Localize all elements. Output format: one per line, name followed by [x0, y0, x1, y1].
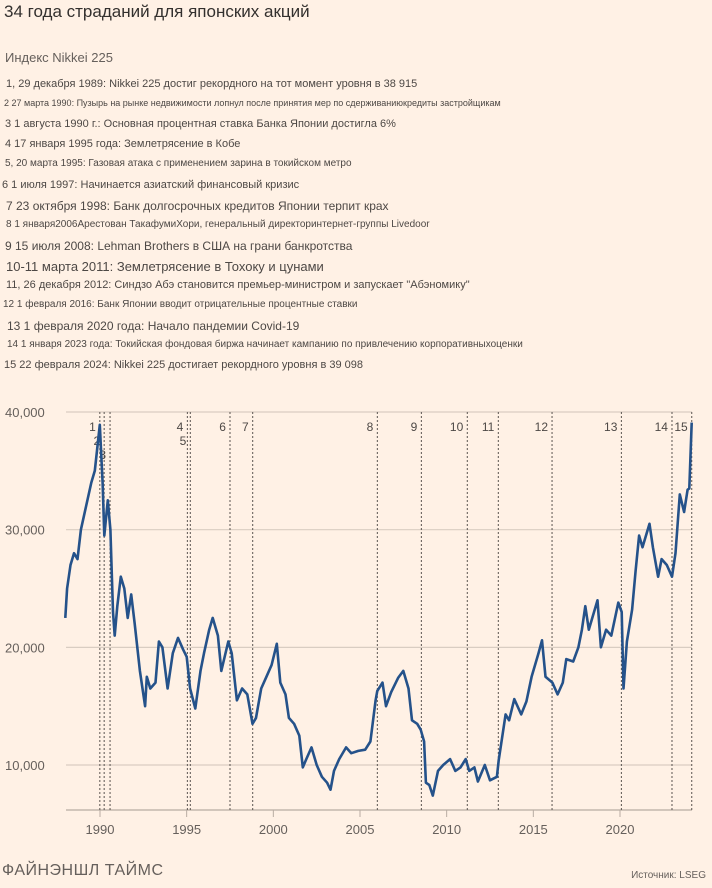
event-marker-label: 15 [674, 420, 688, 434]
event-item: 11, 26 декабря 2012: Синдзо Абэ становит… [6, 279, 470, 291]
event-marker-label: 6 [219, 420, 226, 434]
y-tick-label: 30,000 [5, 523, 45, 538]
event-marker-label: 13 [604, 420, 618, 434]
event-marker-label: 14 [655, 420, 669, 434]
event-item: 12 1 февраля 2016: Банк Японии вводит от… [3, 299, 358, 311]
page-title: 34 года страданий для японских акций [4, 2, 310, 21]
x-tick-label: 2020 [606, 822, 635, 837]
ft-logo: ФАЙНЭНШЛ ТАЙМС [2, 862, 164, 879]
event-item: 8 1 января2006Арестован ТакафумиХори, ге… [6, 218, 430, 230]
event-item: 3 1 августа 1990 г.: Основная процентная… [5, 118, 396, 131]
y-tick-label: 40,000 [5, 405, 45, 420]
event-item: 15 22 февраля 2024: Nikkei 225 достигает… [4, 359, 364, 372]
event-marker-label: 1 [89, 420, 96, 434]
event-marker-label: 9 [411, 420, 418, 434]
event-marker-label: 3 [99, 448, 106, 462]
x-tick-label: 2000 [259, 822, 288, 837]
event-item: 10-11 марта 2011: Землетрясение в Тохоку… [6, 258, 324, 274]
source-note: Источник: LSEG [631, 870, 706, 881]
event-marker-label: 5 [180, 434, 187, 448]
x-tick-label: 1995 [172, 822, 201, 837]
event-item: 5, 20 марта 1995: Газовая атака с примен… [5, 158, 352, 170]
event-item: 7 23 октября 1998: Банк долгосрочных кре… [6, 198, 389, 213]
x-tick-label: 2010 [432, 822, 461, 837]
event-marker-label: 4 [177, 420, 184, 434]
event-item: 1, 29 декабря 1989: Nikkei 225 достиг ре… [6, 78, 418, 90]
x-tick-label: 2005 [346, 822, 375, 837]
y-tick-label: 20,000 [5, 640, 45, 655]
event-item: 13 1 февраля 2020 года: Начало пандемии … [7, 319, 300, 334]
chart-subtitle: Индекс Nikkei 225 [5, 50, 113, 65]
event-item: 14 1 января 2023 года: Токийская фондова… [7, 339, 523, 351]
event-item: 2 27 марта 1990: Пузырь на рынке недвижи… [4, 98, 501, 109]
event-item: 9 15 июля 2008: Lehman Brothers в США на… [5, 238, 353, 253]
x-tick-label: 1990 [86, 822, 115, 837]
event-marker-label: 7 [242, 420, 249, 434]
x-tick-label: 2015 [519, 822, 548, 837]
nikkei-series-line [64, 422, 693, 797]
event-marker-label: 8 [367, 420, 374, 434]
y-tick-label: 10,000 [5, 758, 45, 773]
event-item: 4 17 января 1995 года: Землетрясение в К… [5, 138, 241, 151]
event-marker-label: 10 [450, 420, 464, 434]
event-item: 6 1 июля 1997: Начинается азиатский фина… [2, 178, 300, 191]
event-marker-label: 11 [482, 420, 495, 434]
event-marker-label: 12 [535, 420, 549, 434]
